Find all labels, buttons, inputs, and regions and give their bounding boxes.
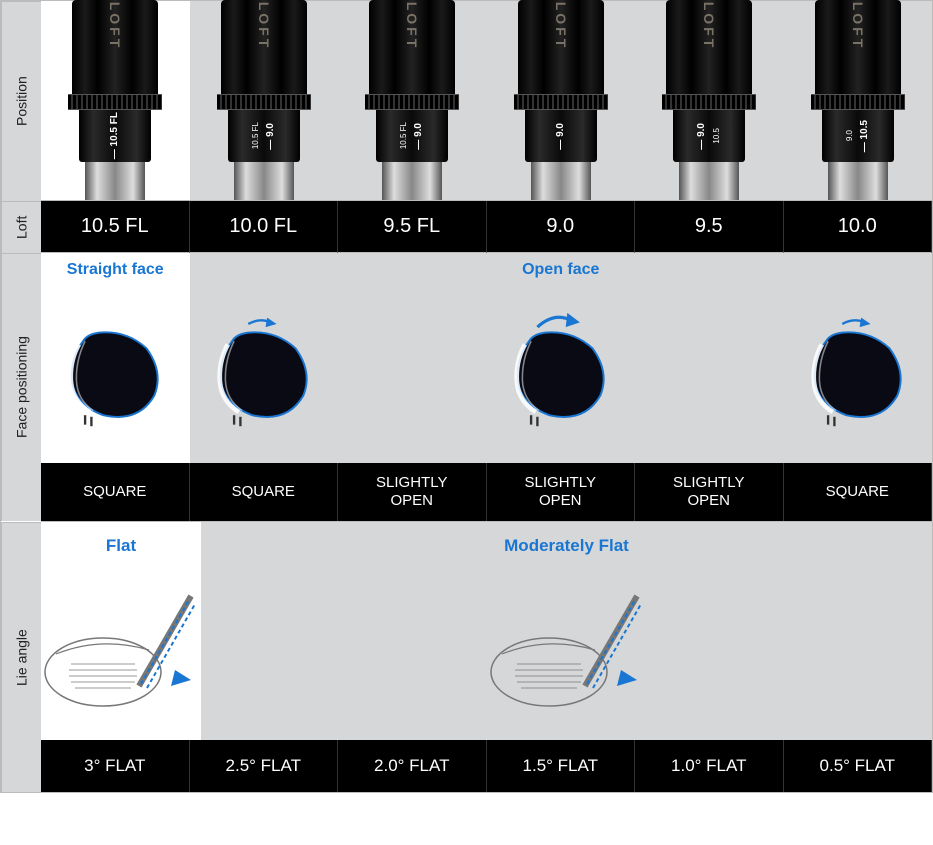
hosel-graphic: LOFT — 9.0	[515, 0, 607, 200]
face-image-cell	[635, 253, 784, 463]
hosel-graphic: LOFT 10.5 FL — 9.0	[366, 0, 458, 200]
loft-engraving: LOFT	[701, 2, 717, 51]
sleeve-mark: — 9.0	[556, 123, 566, 150]
sleeve-mark: 10.5 FL	[400, 122, 408, 149]
face-image-cell	[338, 253, 487, 463]
lie-image-cell	[647, 522, 790, 740]
loft-engraving: LOFT	[256, 2, 272, 51]
sleeve-mark: 10.5 FL	[252, 122, 260, 149]
lie-image-cell: Flat	[41, 522, 201, 740]
position-cell: LOFT — 9.0 10.5	[635, 1, 784, 201]
face-value-cell: SLIGHTLYOPEN	[635, 463, 784, 521]
face-image-cell: Open face	[487, 253, 636, 463]
face-caption: Open face	[522, 261, 599, 279]
hosel-graphic: LOFT — 9.0 10.5	[663, 0, 755, 200]
lie-image-cell	[201, 522, 344, 740]
face-image-row: Straight face Op	[41, 253, 932, 463]
club-head-icon	[799, 309, 917, 427]
hosel-graphic: LOFT 10.5 FL — 9.0	[218, 0, 310, 200]
row-label-loft: Loft	[1, 201, 41, 253]
loft-value-cell: 9.5	[635, 201, 784, 253]
face-image-cell	[784, 253, 933, 463]
position-cell: LOFT 10.5 FL — 9.0	[338, 1, 487, 201]
lie-value-cell: 3° FLAT	[41, 740, 190, 792]
sleeve-mark: — 10.5 FL	[110, 112, 120, 159]
club-head-icon	[205, 309, 323, 427]
face-value-cell: SLIGHTLYOPEN	[338, 463, 487, 521]
row-label-face: Face positioning	[1, 253, 41, 521]
sleeve-mark: — 9.0	[266, 123, 276, 150]
face-caption: Straight face	[67, 261, 164, 279]
lie-caption: Moderately Flat	[504, 536, 629, 556]
sleeve-mark: 10.5	[713, 128, 721, 144]
lie-value-cell: 0.5° FLAT	[784, 740, 933, 792]
row-label-lie: Lie angle	[1, 522, 41, 792]
face-image-cell: Straight face	[41, 253, 190, 463]
loft-engraving: LOFT	[553, 2, 569, 51]
loft-engraving: LOFT	[850, 2, 866, 51]
loft-value-cell: 10.0 FL	[190, 201, 339, 253]
position-cell: LOFT 9.0 — 10.5	[784, 1, 933, 201]
lie-image-row: Flat Moderately Flat	[41, 522, 932, 740]
hosel-graphic: LOFT 9.0 — 10.5	[812, 0, 904, 200]
position-cell: LOFT — 10.5 FL	[41, 1, 190, 201]
lie-image-cell	[789, 522, 932, 740]
loft-engraving: LOFT	[107, 2, 123, 51]
face-value-cell: SQUARE	[784, 463, 933, 521]
loft-value-cell: 10.0	[784, 201, 933, 253]
face-image-cell	[190, 253, 339, 463]
club-head-icon	[502, 309, 620, 427]
position-cell: LOFT — 9.0	[487, 1, 636, 201]
sleeve-mark: 9.0	[846, 130, 854, 141]
loft-value-cell: 10.5 FL	[41, 201, 190, 253]
loft-adjustment-chart: Position LOFT — 10.5 FL LOFT 10.5 FL — 9.…	[0, 0, 933, 793]
loft-value-cell: 9.0	[487, 201, 636, 253]
lie-image-cell: Moderately Flat	[487, 522, 647, 740]
lie-area: Flat Moderately Flat 3° FLAT2.5° FLAT2.0…	[41, 522, 932, 792]
loft-engraving: LOFT	[404, 2, 420, 51]
face-value-cell: SQUARE	[190, 463, 339, 521]
hosel-graphic: LOFT — 10.5 FL	[69, 0, 161, 200]
face-area: Straight face Op	[41, 253, 932, 522]
lie-caption: Flat	[106, 536, 136, 556]
sleeve-mark: — 10.5	[860, 120, 870, 152]
lie-diagram-icon	[41, 576, 201, 716]
face-value-cell: SLIGHTLYOPEN	[487, 463, 636, 521]
position-cell: LOFT 10.5 FL — 9.0	[190, 1, 339, 201]
row-label-position: Position	[1, 1, 41, 201]
face-value-cell: SQUARE	[41, 463, 190, 521]
lie-diagram-icon	[487, 576, 647, 716]
lie-image-cell	[344, 522, 487, 740]
sleeve-mark: — 9.0	[414, 123, 424, 150]
club-head-icon	[56, 309, 174, 427]
lie-value-cell: 2.0° FLAT	[338, 740, 487, 792]
sleeve-mark: — 9.0	[697, 123, 707, 150]
lie-value-cell: 1.5° FLAT	[487, 740, 636, 792]
lie-value-cell: 2.5° FLAT	[190, 740, 339, 792]
lie-value-cell: 1.0° FLAT	[635, 740, 784, 792]
loft-value-cell: 9.5 FL	[338, 201, 487, 253]
